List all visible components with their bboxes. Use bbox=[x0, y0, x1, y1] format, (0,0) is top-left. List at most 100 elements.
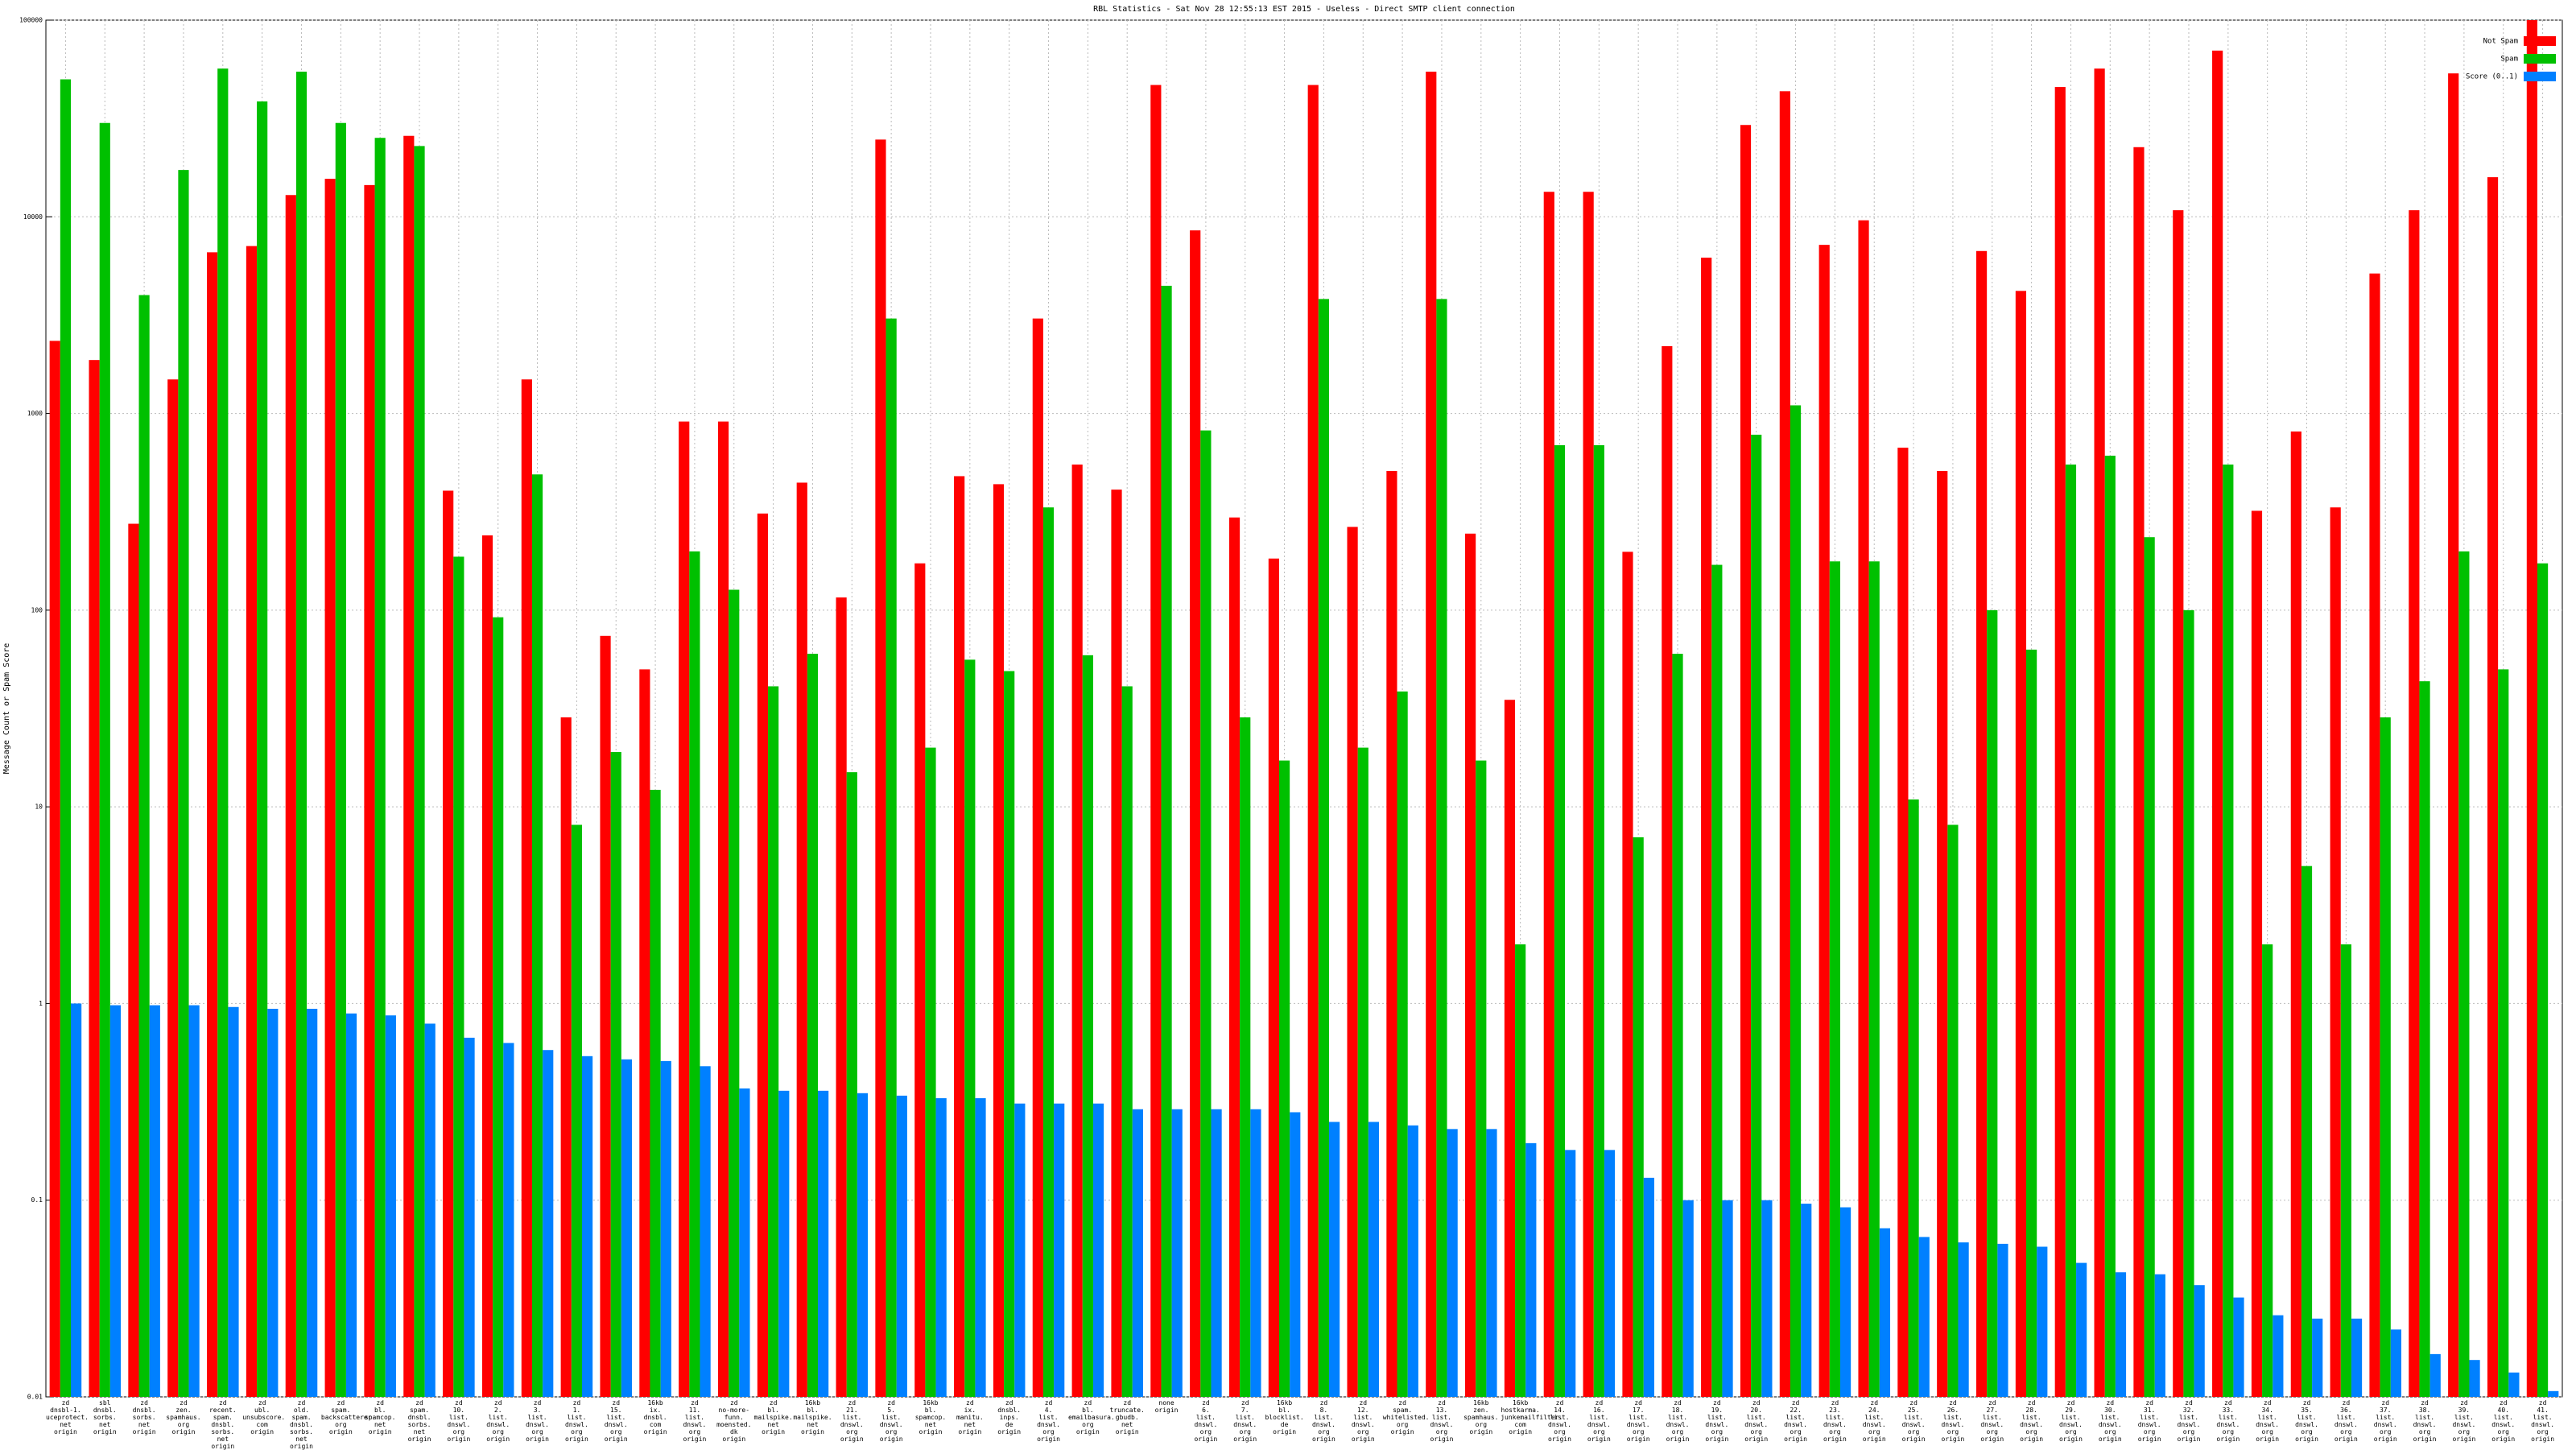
bar bbox=[2065, 464, 2077, 1398]
x-tick-label: zd dnsbl. sorbs. net origin bbox=[132, 1399, 156, 1436]
bar bbox=[543, 1050, 554, 1397]
x-tick-label: 16kb zen. spamhaus. org origin bbox=[1463, 1399, 1499, 1436]
bar bbox=[246, 246, 258, 1397]
bar bbox=[149, 1005, 160, 1397]
legend-label: Spam bbox=[2500, 56, 2518, 64]
x-tick-label: zd 20. list. dnswl. org origin bbox=[1744, 1399, 1769, 1443]
bar bbox=[2026, 649, 2037, 1397]
bar bbox=[2301, 865, 2313, 1397]
bar bbox=[1662, 345, 1673, 1397]
bar bbox=[1779, 91, 1790, 1398]
bar bbox=[49, 341, 60, 1398]
chart-title: RBL Statistics - Sat Nov 28 12:55:13 EST… bbox=[1093, 5, 1515, 14]
x-tick-label: zd 25. list. dnswl. org origin bbox=[1901, 1399, 1926, 1443]
bar bbox=[896, 1095, 907, 1397]
bar bbox=[2351, 1318, 2363, 1397]
bar bbox=[886, 318, 897, 1397]
bar bbox=[167, 379, 179, 1397]
bar bbox=[1171, 1109, 1183, 1397]
bar bbox=[1307, 85, 1319, 1398]
bar bbox=[1111, 490, 1122, 1397]
bar bbox=[1357, 747, 1368, 1397]
bar bbox=[1858, 220, 1869, 1398]
bar bbox=[531, 474, 543, 1397]
x-tick-label: zd 27. list. dnswl. org origin bbox=[1980, 1399, 2004, 1443]
bar bbox=[217, 68, 229, 1397]
bar bbox=[1604, 1150, 1616, 1397]
bar bbox=[1868, 561, 1880, 1398]
bar bbox=[1082, 655, 1093, 1397]
bar bbox=[1042, 507, 1055, 1398]
x-tick-label: zd 40. list. dnswl. org origin bbox=[2491, 1399, 2516, 1443]
bar bbox=[1032, 318, 1043, 1397]
x-tick-label: zd 35. list. dnswl. org origin bbox=[2295, 1399, 2318, 1443]
bar bbox=[2104, 456, 2116, 1398]
y-tick-label: 0.01 bbox=[27, 1394, 43, 1401]
bar bbox=[875, 139, 886, 1397]
x-tick-label: zd 23. list. dnswl. org origin bbox=[1823, 1399, 1847, 1443]
x-tick-label: zd 33. list. dnswl. org origin bbox=[2216, 1399, 2240, 1443]
x-tick-label: zd 10. list. dnswl. org origin bbox=[447, 1399, 471, 1443]
y-tick-label: 100000 bbox=[19, 17, 43, 24]
bar bbox=[1347, 527, 1358, 1397]
bar bbox=[1997, 1243, 2008, 1397]
bar bbox=[1290, 1112, 1301, 1397]
x-tick-label: zd 16. list. dnswl. org origin bbox=[1587, 1399, 1611, 1443]
bar bbox=[1386, 471, 1397, 1398]
bar bbox=[2390, 1329, 2401, 1397]
bar bbox=[2173, 210, 2184, 1398]
bar bbox=[2223, 464, 2234, 1398]
x-tick-label: zd 8. list. dnswl. org origin bbox=[1311, 1399, 1335, 1443]
bar bbox=[364, 184, 375, 1397]
bar bbox=[621, 1059, 633, 1397]
bar bbox=[2154, 1274, 2165, 1397]
bar bbox=[99, 122, 110, 1397]
bar bbox=[560, 717, 572, 1397]
bar bbox=[128, 523, 139, 1397]
bar bbox=[443, 490, 454, 1397]
bar bbox=[1250, 1109, 1261, 1397]
bar bbox=[138, 295, 150, 1397]
bar bbox=[2419, 681, 2430, 1397]
y-tick-label: 10 bbox=[35, 803, 43, 811]
bar bbox=[2233, 1297, 2244, 1397]
bar bbox=[1554, 444, 1566, 1398]
bar bbox=[1150, 85, 1162, 1398]
bar bbox=[1801, 1204, 1812, 1397]
bar bbox=[1465, 533, 1476, 1397]
bar bbox=[1228, 517, 1241, 1397]
bar bbox=[757, 513, 769, 1398]
bar bbox=[581, 1055, 593, 1397]
bar bbox=[1240, 717, 1251, 1397]
x-tick-label: zd 1. list. dnswl. org origin bbox=[564, 1399, 588, 1443]
bar bbox=[2330, 507, 2341, 1398]
x-tick-label: 16kb bl. blocklist. de origin bbox=[1265, 1399, 1304, 1436]
legend-label: Not Spam bbox=[2483, 38, 2518, 46]
x-tick-label: zd 6. list. dnswl. org origin bbox=[1194, 1399, 1218, 1443]
bar bbox=[964, 659, 976, 1397]
bar bbox=[2037, 1246, 2048, 1397]
legend-swatch bbox=[2524, 54, 2556, 64]
bar bbox=[1054, 1103, 1065, 1397]
bar bbox=[1329, 1122, 1340, 1397]
bar bbox=[2498, 669, 2509, 1397]
bar bbox=[207, 252, 218, 1398]
bar bbox=[1643, 1177, 1654, 1397]
bar bbox=[1790, 405, 1802, 1398]
bar bbox=[1268, 558, 1279, 1397]
x-tick-label: zd bl. mailspike. net origin bbox=[753, 1399, 793, 1436]
bar bbox=[739, 1088, 750, 1397]
bar bbox=[2076, 1262, 2087, 1397]
bar bbox=[2380, 717, 2391, 1397]
x-tick-label: zd 12. list. dnswl. org origin bbox=[1351, 1399, 1375, 1443]
x-tick-label: zd 7. list. dnswl. org origin bbox=[1233, 1399, 1257, 1443]
x-tick-label: zd 15. list. dnswl. org origin bbox=[604, 1399, 628, 1443]
bar bbox=[717, 421, 729, 1397]
bar bbox=[109, 1005, 122, 1397]
bar bbox=[660, 1060, 671, 1397]
x-tick-label: zd spam. dnsbl. sorbs. net origin bbox=[407, 1399, 431, 1443]
bar bbox=[1132, 1109, 1143, 1397]
bar bbox=[89, 360, 100, 1397]
x-tick-label: zd spam. whitelisted. org origin bbox=[1382, 1399, 1430, 1436]
x-tick-label: zd 30. list. dnswl. org origin bbox=[2098, 1399, 2122, 1443]
